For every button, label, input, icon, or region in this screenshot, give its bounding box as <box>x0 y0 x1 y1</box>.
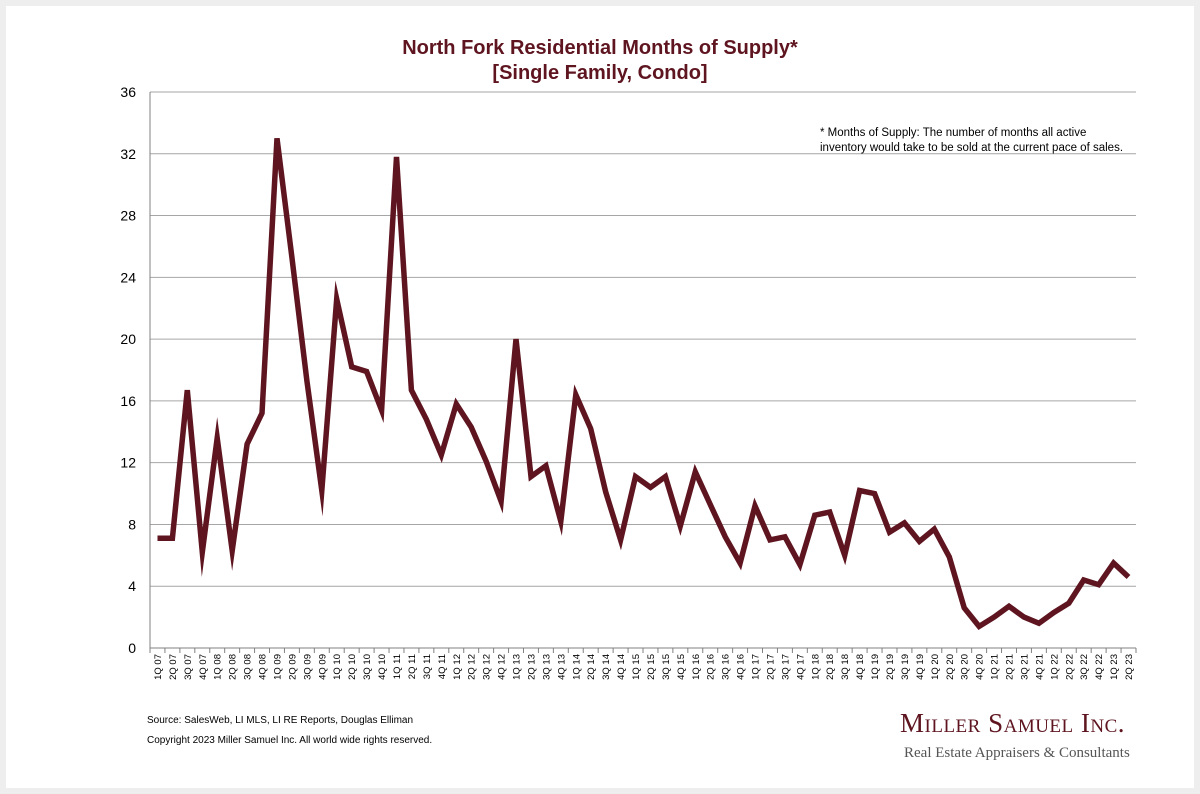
x-tick-label: 3Q 21 <box>1019 654 1030 680</box>
x-tick-label: 3Q 17 <box>780 654 791 680</box>
x-tick-label: 2Q 20 <box>945 654 956 680</box>
copyright-note: Copyright 2023 Miller Samuel Inc. All wo… <box>147 735 433 746</box>
x-tick-label: 2Q 23 <box>1124 654 1135 680</box>
x-tick-label: 4Q 21 <box>1034 654 1045 680</box>
x-tick-label: 1Q 14 <box>571 654 582 680</box>
x-tick-label: 3Q 14 <box>601 654 612 680</box>
x-tick-label: 4Q 17 <box>795 654 806 680</box>
y-tick-label: 16 <box>120 393 136 409</box>
x-tick-label: 3Q 15 <box>661 654 672 680</box>
y-tick-label: 8 <box>128 516 136 532</box>
chart-title: North Fork Residential Months of Supply* <box>402 37 798 59</box>
x-tick-label: 3Q 13 <box>541 654 552 680</box>
x-tick-label: 2Q 22 <box>1064 654 1075 680</box>
x-tick-label: 1Q 12 <box>452 654 463 680</box>
x-tick-label: 4Q 15 <box>676 654 687 680</box>
chart-subtitle: [Single Family, Condo] <box>492 62 708 84</box>
x-tick-label: 2Q 11 <box>407 654 418 679</box>
y-tick-label: 32 <box>120 146 136 162</box>
x-tick-label: 3Q 07 <box>183 654 194 680</box>
x-tick-label: 2Q 17 <box>765 654 776 680</box>
x-tick-label: 1Q 17 <box>751 654 762 680</box>
footnote-line-2: inventory would take to be sold at the c… <box>820 142 1124 154</box>
x-tick-label: 2Q 09 <box>287 654 298 680</box>
x-tick-label: 4Q 11 <box>437 654 448 679</box>
x-tick-label: 1Q 19 <box>870 654 881 680</box>
x-tick-label: 1Q 07 <box>153 654 164 680</box>
x-tick-label: 2Q 14 <box>586 654 597 680</box>
company-logo-name: Miller Samuel Inc. <box>900 708 1126 738</box>
y-tick-label: 0 <box>128 640 136 656</box>
x-tick-label: 4Q 09 <box>317 654 328 680</box>
x-tick-label: 1Q 08 <box>213 654 224 680</box>
x-tick-label: 1Q 20 <box>930 654 941 680</box>
y-tick-label: 36 <box>120 84 136 100</box>
x-tick-label: 4Q 08 <box>258 654 269 680</box>
x-tick-label: 3Q 16 <box>721 654 732 680</box>
x-tick-label: 1Q 18 <box>810 654 821 680</box>
x-tick-label: 4Q 19 <box>915 654 926 680</box>
x-tick-label: 2Q 08 <box>228 654 239 680</box>
x-tick-label: 1Q 16 <box>691 654 702 680</box>
x-tick-label: 1Q 21 <box>990 654 1001 680</box>
y-tick-label: 4 <box>128 578 136 594</box>
x-tick-label: 1Q 13 <box>512 654 523 680</box>
x-tick-label: 3Q 22 <box>1079 654 1090 680</box>
x-tick-label: 2Q 16 <box>706 654 717 680</box>
footnote-line-1: * Months of Supply: The number of months… <box>820 127 1087 139</box>
y-tick-label: 20 <box>120 331 136 347</box>
x-tick-label: 3Q 19 <box>900 654 911 680</box>
x-tick-label: 4Q 07 <box>198 654 209 680</box>
source-note: Source: SalesWeb, LI MLS, LI RE Reports,… <box>147 715 414 726</box>
x-tick-label: 3Q 10 <box>362 654 373 680</box>
x-tick-label: 3Q 09 <box>302 654 313 680</box>
x-tick-label: 2Q 19 <box>885 654 896 680</box>
x-tick-label: 2Q 12 <box>467 654 478 680</box>
x-tick-label: 2Q 10 <box>347 654 358 680</box>
x-tick-label: 4Q 22 <box>1094 654 1105 680</box>
x-tick-label: 4Q 16 <box>736 654 747 680</box>
x-tick-label: 4Q 12 <box>497 654 508 680</box>
x-tick-label: 2Q 13 <box>526 654 537 680</box>
x-tick-label: 4Q 13 <box>556 654 567 680</box>
x-tick-label: 1Q 11 <box>392 654 403 679</box>
x-tick-label: 4Q 18 <box>855 654 866 680</box>
y-tick-label: 24 <box>120 269 136 285</box>
x-tick-label: 3Q 11 <box>422 654 433 679</box>
x-tick-label: 2Q 15 <box>646 654 657 680</box>
x-tick-label: 1Q 10 <box>332 654 343 680</box>
x-tick-label: 3Q 12 <box>482 654 493 680</box>
x-tick-label: 2Q 21 <box>1005 654 1016 680</box>
x-tick-label: 4Q 10 <box>377 654 388 680</box>
y-tick-label: 12 <box>120 455 136 471</box>
x-tick-label: 1Q 23 <box>1109 654 1120 680</box>
x-tick-label: 3Q 20 <box>960 654 971 680</box>
x-tick-label: 2Q 07 <box>168 654 179 680</box>
chart-footnote: * Months of Supply: The number of months… <box>820 126 1160 156</box>
x-tick-label: 4Q 20 <box>975 654 986 680</box>
x-tick-label: 2Q 18 <box>825 654 836 680</box>
x-tick-label: 3Q 18 <box>840 654 851 680</box>
company-logo-tagline: Real Estate Appraisers & Consultants <box>904 745 1130 761</box>
x-tick-label: 3Q 08 <box>243 654 254 680</box>
y-tick-label: 28 <box>120 208 136 224</box>
x-tick-label: 1Q 15 <box>631 654 642 680</box>
x-tick-label: 1Q 09 <box>272 654 283 680</box>
x-tick-label: 4Q 14 <box>616 654 627 680</box>
series-line <box>157 137 1131 631</box>
x-tick-label: 1Q 22 <box>1049 654 1060 680</box>
chart-frame <box>6 6 1194 788</box>
